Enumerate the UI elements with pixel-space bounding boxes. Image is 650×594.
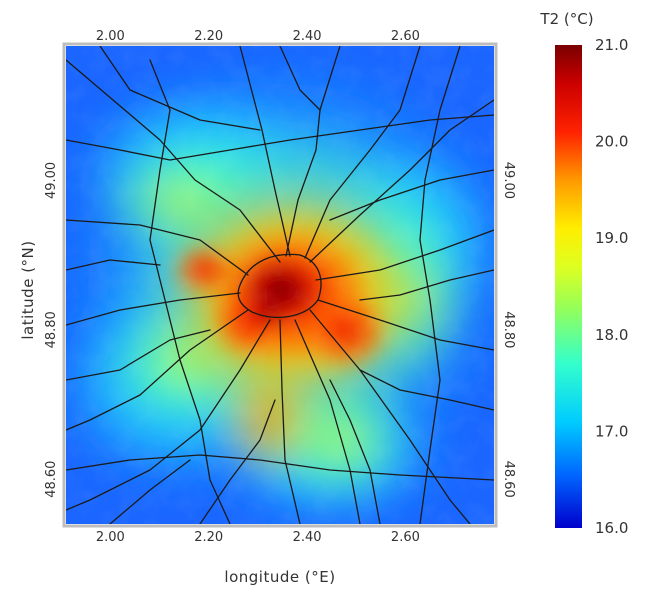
colorbar-tick-label: 21.0 xyxy=(595,36,628,54)
road xyxy=(109,459,191,524)
colorbar-tick-label: 19.0 xyxy=(595,229,628,247)
x-tick-label: 2.20 xyxy=(194,530,223,545)
x-tick-labels-top: 2.00 2.20 2.40 2.60 xyxy=(96,29,420,44)
road xyxy=(149,59,231,524)
road xyxy=(66,319,271,511)
y-tick-label: 48.80 xyxy=(501,311,516,348)
road xyxy=(66,59,281,263)
y-tick-label: 49.00 xyxy=(44,162,59,199)
road xyxy=(329,169,494,221)
road xyxy=(309,99,494,263)
x-tick-label: 2.20 xyxy=(194,29,223,44)
y-tick-label: 48.60 xyxy=(501,461,516,498)
road xyxy=(239,46,291,257)
road xyxy=(99,46,261,131)
x-axis-title: longitude (°E) xyxy=(224,568,335,586)
road xyxy=(419,46,461,524)
road xyxy=(309,309,471,524)
y-tick-label: 49.00 xyxy=(501,162,516,199)
y-axis-title: latitude (°N) xyxy=(19,240,37,339)
road xyxy=(66,292,241,326)
y-tick-labels-left: 48.60 48.80 49.00 xyxy=(44,162,59,498)
colorbar-tick-label: 17.0 xyxy=(595,422,628,440)
road xyxy=(359,269,494,301)
road xyxy=(317,299,494,351)
road xyxy=(66,114,494,161)
road xyxy=(199,399,276,524)
x-tick-labels-bottom: 2.00 2.20 2.40 2.60 xyxy=(96,530,420,545)
x-tick-label: 2.40 xyxy=(293,530,322,545)
y-tick-labels-right: 48.60 48.80 49.00 xyxy=(501,162,516,498)
road xyxy=(279,46,321,111)
road xyxy=(279,319,301,524)
x-tick-label: 2.60 xyxy=(391,29,420,44)
x-tick-label: 2.00 xyxy=(96,530,125,545)
colorbar-tick-labels: 21.0 20.0 19.0 18.0 17.0 16.0 xyxy=(595,36,628,537)
road xyxy=(359,369,494,411)
road xyxy=(304,46,421,259)
colorbar-title: T2 (°C) xyxy=(539,10,593,28)
colorbar-tick-label: 20.0 xyxy=(595,133,628,151)
road xyxy=(294,319,361,524)
y-tick-label: 48.80 xyxy=(44,311,59,348)
temperature-heatmap xyxy=(66,46,494,524)
x-tick-label: 2.40 xyxy=(293,29,322,44)
heatmap-texture xyxy=(66,46,494,524)
x-tick-label: 2.60 xyxy=(391,530,420,545)
road xyxy=(66,309,249,431)
road-network xyxy=(66,46,494,524)
road xyxy=(66,219,249,276)
road xyxy=(66,329,211,381)
road xyxy=(329,379,381,524)
colorbar xyxy=(555,45,582,528)
road xyxy=(285,46,341,257)
plot-frame xyxy=(62,42,498,528)
road xyxy=(315,229,494,281)
colorbar-tick-label: 16.0 xyxy=(595,519,628,537)
colorbar-tick-label: 18.0 xyxy=(595,326,628,344)
x-tick-label: 2.00 xyxy=(96,29,125,44)
road xyxy=(66,454,494,481)
road xyxy=(66,259,161,271)
y-tick-label: 48.60 xyxy=(44,461,59,498)
